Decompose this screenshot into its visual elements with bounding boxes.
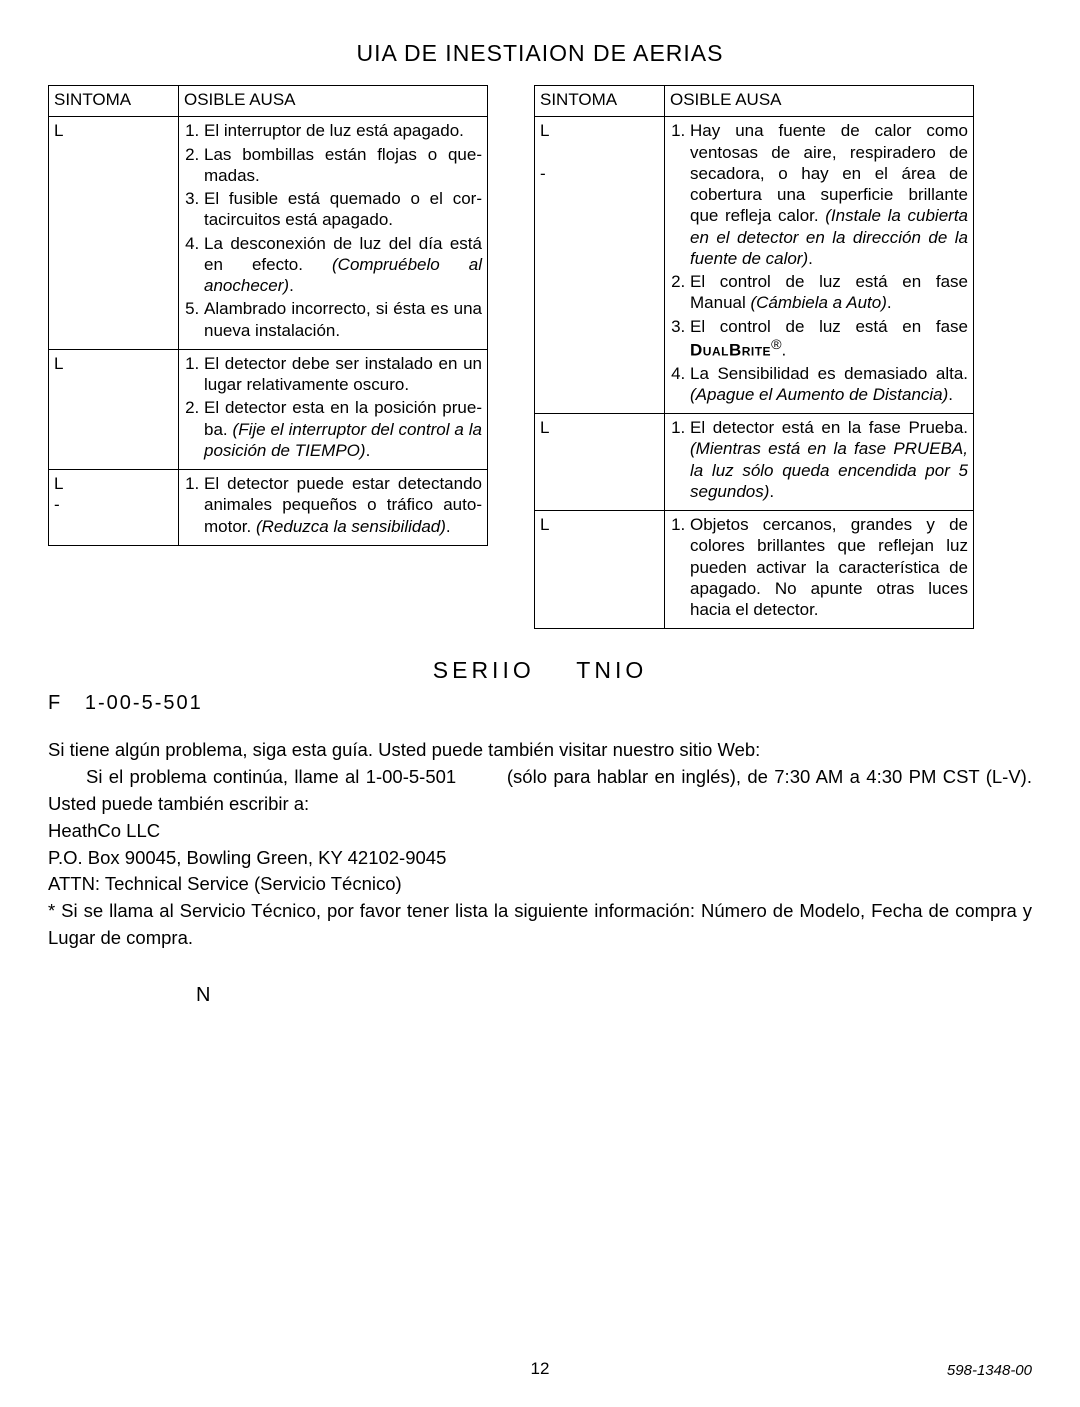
symptom-cell: L bbox=[49, 117, 179, 350]
cause-item: La desconexión de luz del día está en ef… bbox=[204, 233, 482, 297]
cause-item: El detector debe ser instalado en un lug… bbox=[204, 353, 482, 396]
cause-item: El control de luz está en fase DualBrite… bbox=[690, 316, 968, 361]
troubleshoot-table-right: SINTOMA OSIBLE AUSA L-Hay una fuente de … bbox=[534, 85, 974, 629]
col-header-cause: OSIBLE AUSA bbox=[665, 86, 974, 117]
cause-cell: El detector puede estar detectando anima… bbox=[179, 470, 488, 546]
cause-cell: Hay una fuente de calor como ventosas de… bbox=[665, 117, 974, 414]
page-title: UIA DE INESTIAION DE AERIAS bbox=[48, 40, 1032, 67]
body-line: ATTN: Technical Service (Servicio Técnic… bbox=[48, 871, 1032, 898]
col-header-symptom: SINTOMA bbox=[535, 86, 665, 117]
symptom-cell: L- bbox=[49, 470, 179, 546]
service-body: Si tiene algún problema, siga esta guía.… bbox=[48, 737, 1032, 952]
table-row: L El detector está en la fase Prueba. (Mi… bbox=[535, 414, 974, 511]
cause-cell: El detector está en la fase Prueba. (Mie… bbox=[665, 414, 974, 511]
cause-item: Alambrado incorrecto, si ésta es una nue… bbox=[204, 298, 482, 341]
troubleshoot-table-left: SINTOMA OSIBLE AUSA LEl interruptor de l… bbox=[48, 85, 488, 546]
cause-item: El control de luz está en fase Manual (C… bbox=[690, 271, 968, 314]
service-phone: F 1-00-5-501 bbox=[48, 692, 1032, 715]
table-row: L El interruptor de luz está apagado. Las … bbox=[49, 117, 488, 350]
body-line: Si tiene algún problema, siga esta guía.… bbox=[48, 737, 1032, 764]
table-row: L El detector debe ser instalado en un lu… bbox=[49, 349, 488, 469]
cause-item: Objetos cercanos, grandes y de colores b… bbox=[690, 514, 968, 620]
cause-item: Las bombillas están flojas o que­madas. bbox=[204, 144, 482, 187]
body-line: P.O. Box 90045, Bowling Green, KY 42102-… bbox=[48, 845, 1032, 872]
cause-cell: El interruptor de luz está apagado. Las b… bbox=[179, 117, 488, 350]
cause-cell: El detector debe ser instalado en un lug… bbox=[179, 349, 488, 469]
cause-item: El detector esta en la posición prue­ba.… bbox=[204, 397, 482, 461]
cause-cell: Objetos cercanos, grandes y de colores b… bbox=[665, 511, 974, 629]
retain-note: N bbox=[196, 984, 1032, 1007]
troubleshoot-columns: SINTOMA OSIBLE AUSA LEl interruptor de l… bbox=[48, 85, 1032, 629]
cause-item: El interruptor de luz está apagado. bbox=[204, 120, 482, 141]
symptom-cell: L bbox=[535, 414, 665, 511]
cause-item: Hay una fuente de calor como ventosas de… bbox=[690, 120, 968, 269]
service-title: SERIIO TNIO bbox=[48, 657, 1032, 684]
body-line: HeathCo LLC bbox=[48, 818, 1032, 845]
table-row: L-Hay una fuente de calor como ventosas … bbox=[535, 117, 974, 414]
cause-item: La Sensibilidad es demasiado alta. (Apag… bbox=[690, 363, 968, 406]
table-row: LObjetos cercanos, grandes y de colores … bbox=[535, 511, 974, 629]
col-header-symptom: SINTOMA bbox=[49, 86, 179, 117]
cause-item: El detector puede estar detectando anima… bbox=[204, 473, 482, 537]
table-row: L- El detector puede estar detectando ani… bbox=[49, 470, 488, 546]
cause-item: El detector está en la fase Prueba. (Mie… bbox=[690, 417, 968, 502]
col-header-cause: OSIBLE AUSA bbox=[179, 86, 488, 117]
body-line: Si el problema continúa, llame al 1-00-5… bbox=[48, 764, 1032, 818]
body-line: * Si se llama al Servicio Técnico, por f… bbox=[48, 898, 1032, 952]
symptom-cell: L bbox=[535, 511, 665, 629]
cause-item: El fusible está quemado o el cor­tacircu… bbox=[204, 188, 482, 231]
page-number: 12 bbox=[0, 1359, 1080, 1379]
symptom-cell: L bbox=[49, 349, 179, 469]
document-id: 598-1348-00 bbox=[947, 1362, 1032, 1379]
symptom-cell: L- bbox=[535, 117, 665, 414]
